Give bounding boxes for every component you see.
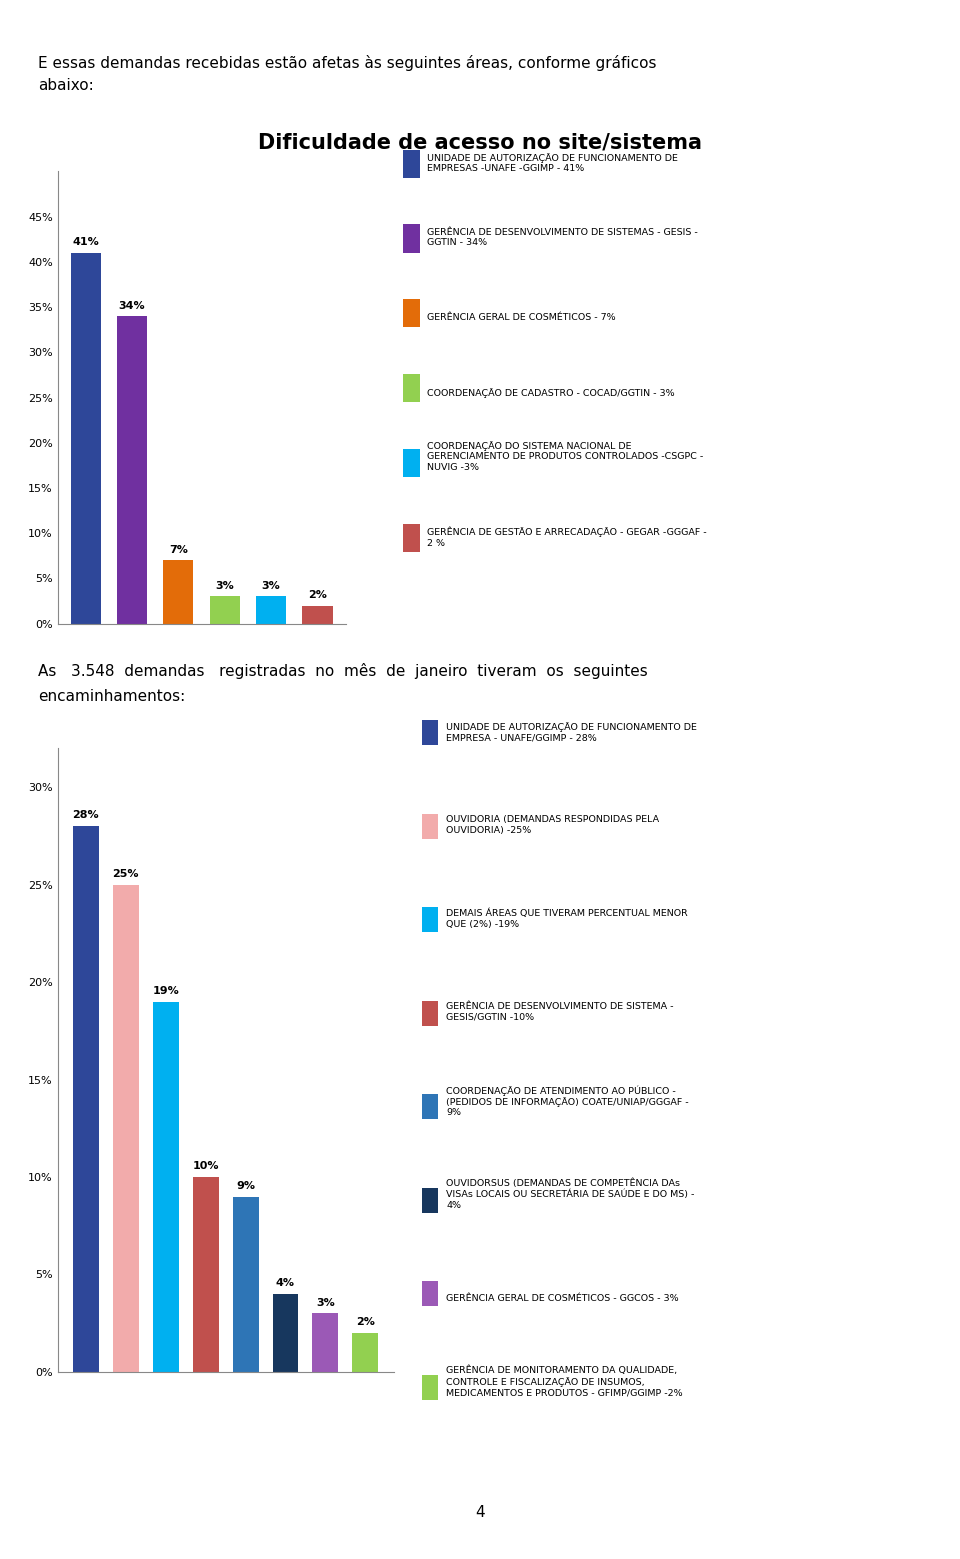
Bar [256, 597, 286, 624]
Text: OUVIDORSUS (DEMANDAS DE COMPETÊNCIA DAs
VISAs LOCAIS OU SECRETÁRIA DE SAÚDE E DO: OUVIDORSUS (DEMANDAS DE COMPETÊNCIA DAs … [446, 1179, 695, 1210]
Text: GERÊNCIA GERAL DE COSMÉTICOS - GGCOS - 3%: GERÊNCIA GERAL DE COSMÉTICOS - GGCOS - 3… [446, 1294, 679, 1303]
Text: OUVIDORIA (DEMANDAS RESPONDIDAS PELA
OUVIDORIA) -25%: OUVIDORIA (DEMANDAS RESPONDIDAS PELA OUV… [446, 815, 660, 834]
Bar [352, 1333, 378, 1372]
Text: UNIDADE DE AUTORIZAÇÃO DE FUNCIONAMENTO DE
EMPRESA - UNAFE/GGIMP - 28%: UNIDADE DE AUTORIZAÇÃO DE FUNCIONAMENTO … [446, 722, 697, 742]
Text: Dificuldade de acesso no site/sistema: Dificuldade de acesso no site/sistema [258, 133, 702, 153]
Text: 4%: 4% [276, 1278, 295, 1288]
Text: GERÊNCIA DE MONITORAMENTO DA QUALIDADE,
CONTROLE E FISCALIZAÇÃO DE INSUMOS,
MEDI: GERÊNCIA DE MONITORAMENTO DA QUALIDADE, … [446, 1366, 683, 1397]
Bar [312, 1313, 338, 1372]
Text: GERÊNCIA GERAL DE COSMÉTICOS - 7%: GERÊNCIA GERAL DE COSMÉTICOS - 7% [427, 313, 615, 323]
Text: 4: 4 [475, 1504, 485, 1520]
Text: 3%: 3% [262, 582, 280, 591]
Bar [193, 1177, 219, 1372]
Bar [232, 1197, 258, 1372]
Text: abaixo:: abaixo: [38, 78, 94, 94]
Text: 9%: 9% [236, 1180, 255, 1191]
Text: 25%: 25% [112, 868, 139, 879]
Bar [302, 605, 332, 624]
Text: 41%: 41% [72, 237, 99, 248]
Text: GERÊNCIA DE DESENVOLVIMENTO DE SISTEMA -
GESIS/GGTIN -10%: GERÊNCIA DE DESENVOLVIMENTO DE SISTEMA -… [446, 1002, 674, 1021]
Text: 2%: 2% [356, 1317, 374, 1327]
Text: GERÊNCIA DE DESENVOLVIMENTO DE SISTEMAS - GESIS -
GGTIN - 34%: GERÊNCIA DE DESENVOLVIMENTO DE SISTEMAS … [427, 228, 698, 246]
Text: 3%: 3% [316, 1297, 335, 1308]
Text: COORDENAÇÃO DE ATENDIMENTO AO PÚBLICO -
(PEDIDOS DE INFORMAÇÃO) COATE/UNIAP/GGGA: COORDENAÇÃO DE ATENDIMENTO AO PÚBLICO - … [446, 1085, 689, 1118]
Text: DEMAIS ÁREAS QUE TIVERAM PERCENTUAL MENOR
QUE (2%) -19%: DEMAIS ÁREAS QUE TIVERAM PERCENTUAL MENO… [446, 909, 688, 929]
Text: E essas demandas recebidas estão afetas às seguintes áreas, conforme gráficos: E essas demandas recebidas estão afetas … [38, 55, 657, 70]
Bar [273, 1294, 299, 1372]
Text: 34%: 34% [119, 301, 145, 310]
Text: 3%: 3% [215, 582, 234, 591]
Text: GERÊNCIA DE GESTÃO E ARRECADAÇÃO - GEGAR -GGGAF -
2 %: GERÊNCIA DE GESTÃO E ARRECADAÇÃO - GEGAR… [427, 527, 707, 547]
Text: COORDENAÇÃO DE CADASTRO - COCAD/GGTIN - 3%: COORDENAÇÃO DE CADASTRO - COCAD/GGTIN - … [427, 388, 675, 398]
Bar [113, 884, 139, 1372]
Text: COORDENAÇÃO DO SISTEMA NACIONAL DE
GERENCIAMENTO DE PRODUTOS CONTROLADOS -CSGPC : COORDENAÇÃO DO SISTEMA NACIONAL DE GEREN… [427, 441, 704, 472]
Text: 10%: 10% [192, 1161, 219, 1171]
Bar [73, 826, 99, 1372]
Text: UNIDADE DE AUTORIZAÇÃO DE FUNCIONAMENTO DE
EMPRESAS -UNAFE -GGIMP - 41%: UNIDADE DE AUTORIZAÇÃO DE FUNCIONAMENTO … [427, 153, 678, 173]
Bar [153, 1001, 179, 1372]
Bar [209, 597, 240, 624]
Text: 19%: 19% [153, 985, 180, 996]
Text: 7%: 7% [169, 546, 188, 555]
Text: 28%: 28% [73, 811, 99, 820]
Bar [117, 316, 147, 624]
Text: As   3.548  demandas   registradas  no  mês  de  janeiro  tiveram  os  seguintes: As 3.548 demandas registradas no mês de … [38, 663, 648, 678]
Text: 2%: 2% [308, 591, 327, 600]
Bar [71, 253, 101, 624]
Bar [163, 560, 194, 624]
Text: encaminhamentos:: encaminhamentos: [38, 689, 185, 705]
